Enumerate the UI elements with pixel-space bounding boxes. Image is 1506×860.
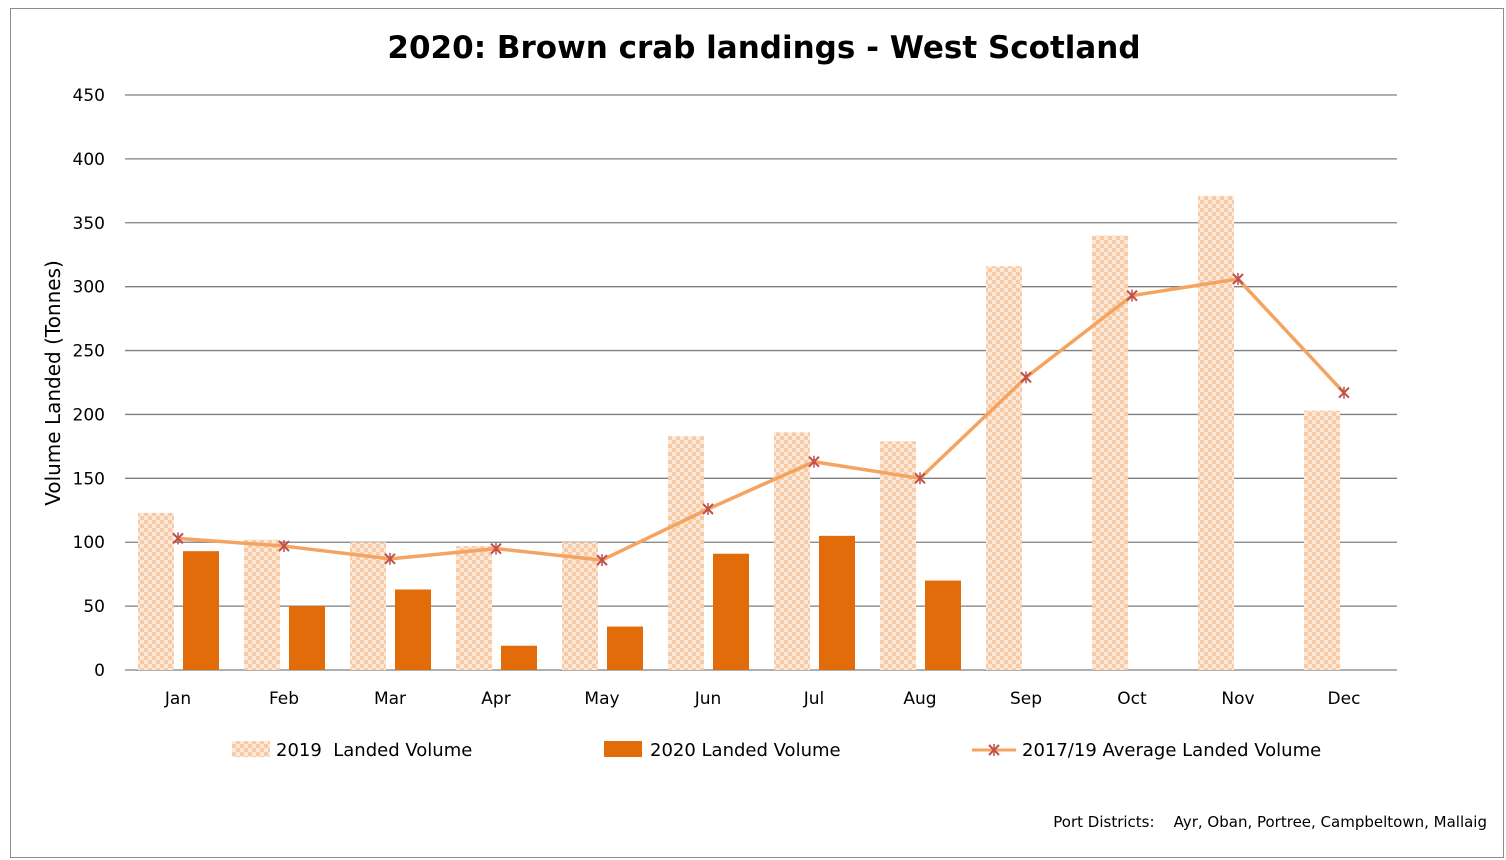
x-tick-label: Mar — [374, 689, 406, 709]
bar-2019-nov — [1198, 195, 1234, 670]
average-point-dec — [1338, 386, 1350, 399]
average-point-oct — [1126, 289, 1138, 302]
x-tick-label: Dec — [1328, 689, 1361, 709]
legend-swatch-average-marker — [988, 744, 1000, 756]
bar-2019-oct — [1092, 235, 1128, 671]
bar-2020-aug — [925, 580, 961, 670]
chart-title: 2020: Brown crab landings - West Scotlan… — [387, 30, 1140, 66]
average-point-feb — [278, 540, 290, 553]
x-tick-label: Jun — [694, 689, 722, 709]
legend-label-average: 2017/19 Average Landed Volume — [1022, 740, 1321, 761]
legend: 2019 Landed Volume 2020 Landed Volume 20… — [232, 740, 1321, 761]
x-tick-label: Jan — [164, 689, 191, 709]
bar-2020-apr — [501, 645, 537, 670]
bar-2019-jun — [668, 436, 704, 670]
y-tick-label: 450 — [73, 86, 105, 106]
bar-2019-jan — [138, 512, 174, 670]
average-point-jun — [702, 503, 714, 515]
bar-2019-sep — [986, 266, 1022, 670]
x-tick-label: Jul — [803, 689, 825, 709]
x-axis-ticks: Jan Feb Mar Apr May Jun Jul Aug Sep Oct Nov Dec — [164, 689, 1361, 709]
y-tick-label: 50 — [83, 597, 105, 617]
bar-2020-feb — [289, 606, 325, 670]
bar-2019-dec — [1304, 410, 1340, 670]
bar-2019-feb — [244, 539, 280, 670]
y-axis-label: Volume Landed (Tonnes) — [41, 260, 65, 506]
y-tick-label: 100 — [73, 533, 105, 553]
x-tick-label: Apr — [481, 689, 510, 709]
average-point-mar — [384, 552, 396, 565]
bar-2019-jul — [774, 432, 810, 670]
bars — [138, 195, 1340, 671]
y-tick-label: 400 — [73, 150, 105, 170]
y-tick-label: 150 — [73, 469, 105, 489]
chart-frame — [10, 8, 1504, 858]
average-point-jul — [808, 455, 820, 468]
average-series-line — [177, 277, 1346, 562]
bar-2020-jun — [713, 553, 749, 670]
port-districts-note: Port Districts: Ayr, Oban, Portree, Camp… — [1053, 813, 1487, 831]
average-line — [172, 273, 1350, 567]
y-tick-label: 300 — [73, 278, 105, 298]
y-tick-label: 200 — [73, 405, 105, 425]
x-tick-label: Sep — [1010, 689, 1042, 709]
bar-2019-apr — [456, 546, 492, 670]
y-axis-ticks: 0 50 100 150 200 250 300 350 400 450 — [73, 86, 105, 681]
bar-2019-aug — [880, 441, 916, 670]
legend-label-2020: 2020 Landed Volume — [650, 740, 841, 761]
bar-2020-may — [607, 626, 643, 670]
bar-2020-jul — [819, 535, 855, 670]
legend-label-2019: 2019 Landed Volume — [276, 740, 472, 761]
bar-2019-may — [562, 542, 598, 670]
x-tick-label: Feb — [269, 689, 299, 709]
x-tick-label: May — [584, 689, 619, 709]
x-tick-label: Aug — [903, 689, 936, 709]
legend-swatch-2019 — [232, 741, 270, 757]
average-point-apr — [490, 542, 502, 555]
legend-swatch-2020 — [604, 741, 642, 757]
average-point-aug — [914, 472, 926, 485]
bar-2019-mar — [350, 542, 386, 670]
average-point-jan — [172, 532, 184, 545]
y-tick-label: 0 — [94, 661, 105, 681]
y-tick-label: 350 — [73, 214, 105, 234]
x-tick-label: Oct — [1117, 689, 1147, 709]
bar-2020-mar — [395, 589, 431, 670]
x-tick-label: Nov — [1221, 689, 1254, 709]
bar-2020-jan — [183, 551, 219, 670]
average-point-sep — [1020, 371, 1032, 384]
average-point-may — [596, 554, 608, 567]
y-tick-label: 250 — [73, 342, 105, 362]
average-point-nov — [1232, 273, 1244, 285]
